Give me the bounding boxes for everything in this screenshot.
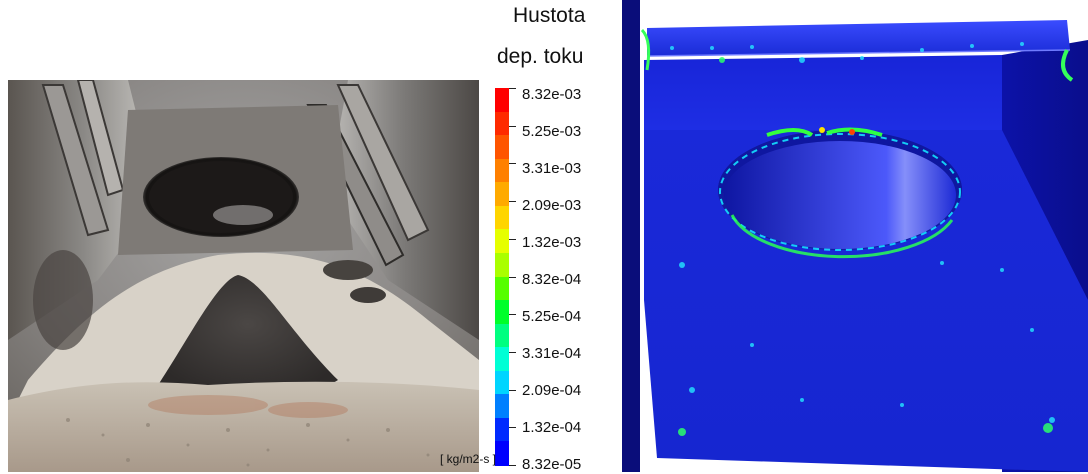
- legend-tick-mark: [509, 88, 516, 89]
- legend-tick-mark: [509, 238, 516, 240]
- legend-swatch: [495, 229, 509, 254]
- legend-tick-label: 5.25e-04: [522, 308, 582, 325]
- legend-tick-label: 1.32e-04: [522, 419, 582, 436]
- legend-swatch: [495, 300, 509, 325]
- legend-swatch: [495, 111, 509, 136]
- legend-tick-mark: [509, 389, 516, 391]
- legend-title-line1: Hustota: [513, 4, 586, 27]
- legend-swatch: [495, 158, 509, 183]
- legend-tick-mark: [509, 465, 516, 466]
- legend-swatch: [495, 88, 509, 113]
- legend-tick-label: 8.32e-04: [522, 271, 582, 288]
- deposit-photo: [8, 80, 607, 472]
- legend-tick-label: 1.32e-03: [522, 234, 582, 251]
- legend-tick-mark: [509, 351, 516, 353]
- legend-tick-label: 2.09e-03: [522, 197, 582, 214]
- legend-tick-mark: [509, 314, 516, 316]
- legend-swatch: [495, 252, 509, 277]
- legend-tick-mark: [509, 163, 516, 165]
- legend-tick-label: 5.25e-03: [522, 123, 582, 140]
- legend-tick-label: 2.09e-04: [522, 382, 582, 399]
- legend-tick-mark: [509, 276, 516, 278]
- legend-swatch: [495, 276, 509, 301]
- cfd-deposition-render: [622, 0, 1088, 472]
- legend-swatch: [495, 135, 509, 160]
- legend-swatch: [495, 205, 509, 230]
- legend-unit: [ kg/m2-s ]: [440, 452, 497, 466]
- legend-swatch: [495, 441, 509, 466]
- legend-swatch: [495, 394, 509, 419]
- legend-tick-label: 3.31e-04: [522, 345, 582, 362]
- legend-title-line2: dep. toku: [497, 45, 584, 68]
- legend-swatch: [495, 417, 509, 442]
- legend-tick-label: 3.31e-03: [522, 160, 582, 177]
- legend-swatch: [495, 347, 509, 372]
- legend-tick-mark: [509, 201, 516, 203]
- legend-tick-mark: [509, 427, 516, 429]
- legend-swatch: [495, 182, 509, 207]
- legend-tick-label: 8.32e-05: [522, 456, 582, 473]
- legend-tick-label: 8.32e-03: [522, 86, 582, 103]
- legend-tick-mark: [509, 125, 516, 127]
- legend-swatch: [495, 370, 509, 395]
- legend-swatch: [495, 323, 509, 348]
